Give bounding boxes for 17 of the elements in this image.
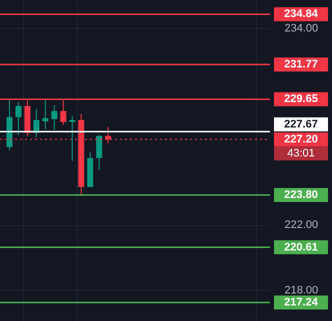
candlestick [96,134,102,170]
ref-line-label: 227.20 [284,133,318,146]
ref-line-label: 229.65 [284,93,318,106]
ref-line-label: 227.67 [284,118,318,130]
y-tick-label: 218.00 [284,284,318,297]
ref-line-label: 231.77 [284,58,318,71]
ref-line-label: 217.24 [284,296,319,308]
candlestick [69,115,76,162]
candlestick [15,102,22,136]
ref-line-label: 220.61 [284,241,318,254]
ref-line-label: 223.80 [284,189,318,202]
candlestick [42,100,48,130]
y-tick-label: 222.00 [284,219,318,232]
ref-line-label: 234.84 [284,8,319,20]
text: 43:01 [287,147,315,160]
y-tick-label: 234.00 [284,22,318,35]
candlestick [51,104,58,131]
